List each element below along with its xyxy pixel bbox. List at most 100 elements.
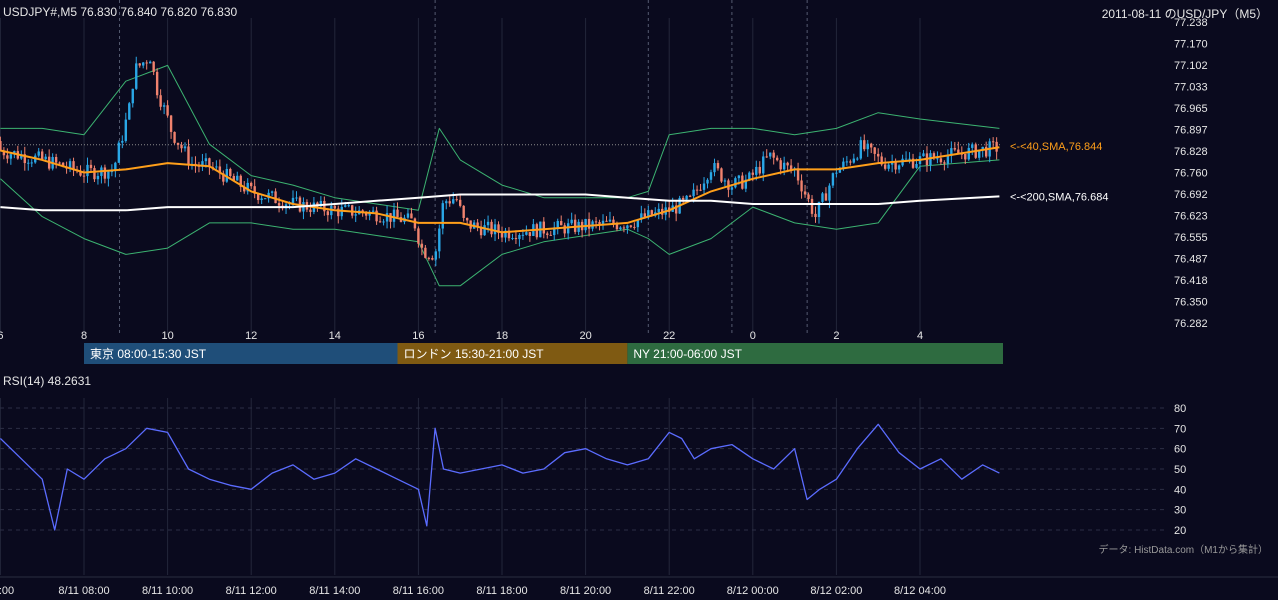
candle-body bbox=[751, 172, 754, 175]
candle-body bbox=[72, 161, 75, 170]
candle-body bbox=[54, 157, 58, 163]
candle-body bbox=[866, 143, 869, 150]
candle-body bbox=[615, 224, 619, 230]
rsi-tick-label: 60 bbox=[1174, 444, 1186, 456]
candle-body bbox=[493, 224, 497, 235]
candle-body bbox=[222, 173, 225, 182]
candle-body bbox=[173, 131, 176, 143]
candle-body bbox=[640, 213, 643, 220]
date-title: 2011-08-11 のUSD/JPY（M5） bbox=[1101, 7, 1268, 21]
candle-body bbox=[553, 227, 556, 236]
candle-body bbox=[476, 222, 479, 227]
candle-body bbox=[270, 191, 274, 193]
candle-body bbox=[601, 220, 605, 225]
hour-tick-label: 16 bbox=[412, 330, 424, 342]
candle-body bbox=[772, 152, 775, 158]
candle-body bbox=[441, 203, 444, 229]
candle-body bbox=[427, 257, 431, 259]
candle-body bbox=[232, 176, 235, 181]
candle-body bbox=[622, 227, 626, 229]
price-tick-label: 76.350 bbox=[1174, 297, 1208, 309]
candle-body bbox=[720, 168, 723, 182]
candle-body bbox=[239, 175, 242, 187]
candle-body bbox=[291, 197, 295, 204]
candle-body bbox=[44, 156, 47, 160]
candle-body bbox=[737, 175, 741, 179]
candle-body bbox=[511, 237, 514, 239]
candle-body bbox=[337, 208, 340, 217]
candle-body bbox=[326, 211, 330, 216]
time-axis-label: 06:00 bbox=[0, 585, 14, 597]
candle-body bbox=[121, 140, 124, 143]
candle-body bbox=[323, 200, 326, 212]
session-label: 東京 08:00-15:30 JST bbox=[90, 347, 207, 361]
time-axis-label: 8/11 18:00 bbox=[476, 585, 527, 597]
session-label: NY 21:00-06:00 JST bbox=[633, 347, 742, 361]
candle-body bbox=[723, 180, 727, 182]
candle-body bbox=[939, 158, 943, 163]
candle-body bbox=[755, 166, 758, 175]
candle-body bbox=[180, 144, 183, 149]
candle-body bbox=[984, 146, 988, 157]
price-tick-label: 77.238 bbox=[1174, 17, 1208, 29]
candle-body bbox=[79, 171, 82, 176]
candle-body bbox=[964, 153, 967, 160]
price-tick-label: 77.170 bbox=[1174, 38, 1208, 50]
candle-body bbox=[152, 61, 155, 72]
candle-body bbox=[563, 225, 566, 234]
candle-body bbox=[201, 161, 204, 167]
candle-body bbox=[744, 179, 748, 189]
time-axis-label: 8/11 10:00 bbox=[142, 585, 193, 597]
candle-body bbox=[803, 191, 807, 195]
candle-body bbox=[124, 119, 127, 141]
candle-body bbox=[706, 179, 709, 184]
candle-body bbox=[110, 171, 114, 173]
candle-body bbox=[584, 218, 587, 231]
hour-tick-label: 8 bbox=[81, 330, 87, 342]
candle-body bbox=[459, 199, 462, 206]
candle-body bbox=[525, 232, 528, 235]
candle-body bbox=[243, 186, 246, 192]
candle-body bbox=[908, 158, 911, 160]
candle-body bbox=[253, 186, 256, 194]
candle-body bbox=[911, 158, 915, 168]
candle-body bbox=[204, 158, 208, 162]
rsi-tick-label: 70 bbox=[1174, 423, 1186, 435]
candle-body bbox=[176, 142, 180, 145]
candle-body bbox=[382, 221, 385, 223]
candle-body bbox=[27, 162, 30, 164]
candle-body bbox=[187, 146, 190, 165]
candle-body bbox=[810, 198, 814, 214]
candle-body bbox=[978, 150, 981, 158]
candle-body bbox=[410, 213, 413, 219]
price-tick-label: 76.828 bbox=[1174, 146, 1208, 158]
candle-body bbox=[455, 199, 458, 201]
session-block bbox=[397, 343, 628, 364]
candle-body bbox=[695, 189, 699, 191]
candle-body bbox=[396, 209, 399, 218]
candle-body bbox=[41, 151, 44, 160]
candle-body bbox=[218, 166, 222, 174]
candle-body bbox=[215, 166, 218, 168]
candle-body bbox=[229, 168, 232, 177]
candle-body bbox=[37, 151, 40, 156]
candle-body bbox=[344, 205, 347, 207]
price-tick-label: 77.033 bbox=[1174, 82, 1208, 94]
candle-body bbox=[225, 168, 229, 182]
candle-body bbox=[817, 201, 821, 218]
candle-body bbox=[643, 213, 647, 218]
candle-body bbox=[486, 221, 490, 226]
rsi-line bbox=[0, 423, 1000, 531]
candle-body bbox=[762, 156, 765, 174]
candle-body bbox=[883, 164, 887, 169]
bollinger-bands bbox=[0, 64, 1000, 287]
candle-body bbox=[208, 158, 211, 168]
candle-body bbox=[497, 224, 500, 233]
candle-body bbox=[702, 183, 706, 190]
candle-body bbox=[518, 234, 521, 240]
candle-body bbox=[438, 228, 441, 252]
price-tick-label: 76.555 bbox=[1174, 232, 1208, 244]
candle-body bbox=[169, 115, 173, 132]
candle-body bbox=[354, 214, 357, 216]
candle-body bbox=[845, 161, 849, 163]
